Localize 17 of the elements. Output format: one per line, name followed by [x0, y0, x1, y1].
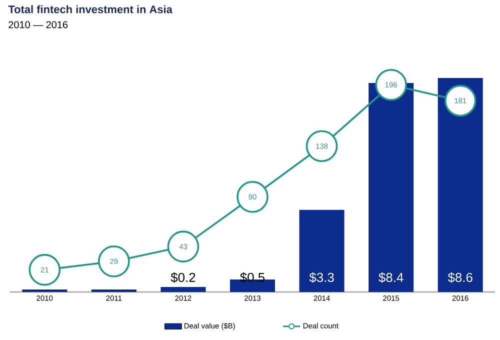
data-label: $8.4 [378, 272, 404, 283]
point [167, 230, 200, 262]
bar [438, 78, 483, 292]
point [306, 130, 338, 162]
chart-title: Total fintech investment in Asia [8, 5, 172, 14]
point [444, 84, 476, 117]
point [98, 245, 130, 278]
bar [368, 82, 414, 292]
point [236, 180, 268, 213]
chart-subtitle: 2010 — 2016 [8, 21, 68, 28]
data-label: $0.2 [170, 272, 196, 283]
point [375, 68, 407, 101]
bar [299, 210, 344, 292]
point [28, 254, 61, 286]
data-label: $8.6 [448, 272, 472, 283]
bar [160, 287, 206, 292]
data-label: $3.3 [309, 272, 334, 283]
